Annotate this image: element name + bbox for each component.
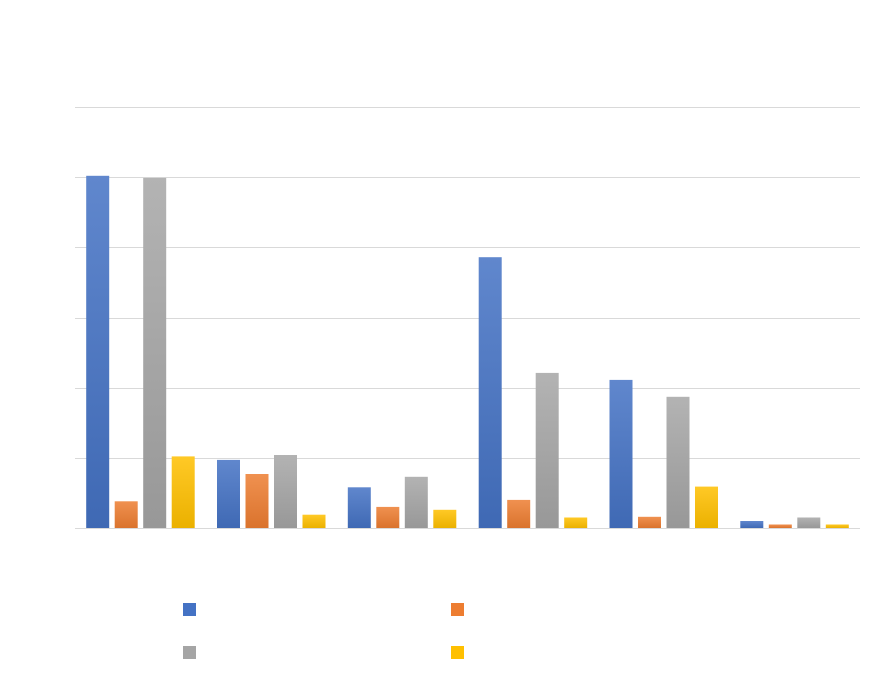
- bar-series-1-category-2: [217, 459, 240, 528]
- bar-series-2-category-1: [114, 501, 138, 528]
- bar-series-2-category-2: [245, 474, 269, 528]
- bar-series-4-category-2: [302, 514, 326, 528]
- bar-series-3-category-1: [143, 177, 167, 528]
- bar-series-2-category-6: [768, 524, 792, 528]
- bar-series-4-category-3: [433, 509, 457, 528]
- bar-series-2-category-4: [507, 499, 531, 528]
- bar-series-1-category-3: [347, 487, 371, 528]
- bar-series-4-category-4: [564, 517, 588, 528]
- bar-series-4-category-6: [825, 524, 849, 528]
- bar-series-1-category-4: [478, 257, 502, 528]
- bar-series-3-category-5: [666, 396, 690, 528]
- bar-series-4-category-5: [695, 486, 718, 528]
- bars: [75, 175, 860, 529]
- bar-series-2-category-3: [376, 506, 400, 528]
- bar-series-3-category-4: [535, 372, 559, 528]
- bar-series-3-category-6: [797, 517, 821, 528]
- bar-series-4-category-1: [171, 456, 195, 528]
- gridlines: [75, 107, 860, 529]
- bar-series-1-category-5: [609, 379, 633, 528]
- bar-series-3-category-2: [274, 455, 297, 528]
- bar-series-3-category-3: [404, 476, 428, 528]
- bar-series-2-category-5: [638, 516, 661, 528]
- bar-series-1-category-1: [86, 175, 110, 529]
- bar-series-1-category-6: [740, 521, 764, 528]
